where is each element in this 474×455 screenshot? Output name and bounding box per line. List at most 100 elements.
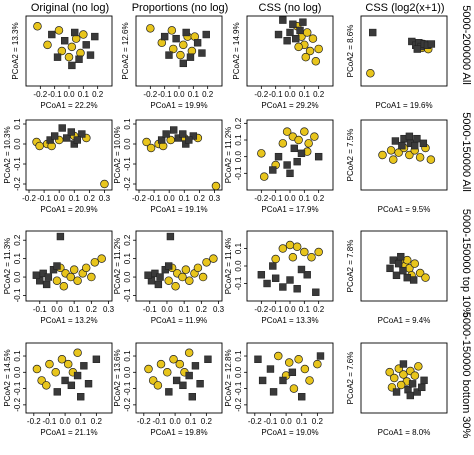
row-title: 5000-150000 All — [460, 112, 472, 192]
scatter-panel: -0.2 -0.1 0.0 0.1 0.2 0.30.10.0-0.1-0.2PCoA1 … — [3, 118, 113, 214]
x-tick-label: 0.0 — [173, 90, 185, 99]
data-point-square — [189, 132, 198, 140]
data-point-square — [165, 51, 173, 59]
data-point-circle — [178, 272, 187, 282]
data-point-circle — [51, 368, 60, 377]
x-tick-label: -0.1 — [269, 194, 283, 203]
x-tick-label: 0.2 — [312, 417, 324, 426]
data-point-square — [50, 132, 59, 140]
data-point-circle — [167, 26, 177, 35]
data-point-circle — [300, 127, 309, 136]
data-point-circle — [153, 381, 163, 390]
y-axis-label: PCoA2 = 11.2% — [113, 238, 122, 295]
x-tick-label: -0.2 — [248, 417, 262, 426]
data-point-circle — [202, 258, 211, 267]
data-point-square — [413, 45, 421, 53]
data-point-square — [86, 51, 95, 59]
data-point-circle — [57, 46, 67, 56]
x-tick-label: 0.0 — [170, 417, 182, 426]
data-point-circle — [181, 265, 191, 274]
y-axis-label: PCoA2 = 13.6% — [113, 349, 122, 406]
data-point-circle — [59, 282, 69, 291]
data-point-circle — [294, 355, 303, 364]
y-axis-label: PCoA2 = 8.6% — [346, 25, 355, 78]
row-title: 5000-150000 top 10% — [460, 209, 472, 317]
data-point-circle — [305, 46, 315, 56]
y-axis-label: PCoA2 = 11.3% — [3, 238, 12, 295]
scatter-panel: -0.1 0.0 0.1 0.2 0.3 0.2 0.1 0.0 -0.1 PCoA1 = 11.… — [113, 230, 225, 325]
x-tick-label: -0.1 — [33, 305, 47, 314]
data-point-square — [44, 273, 53, 281]
data-point-circle — [402, 255, 412, 265]
y-tick-label: 0.0 — [13, 138, 22, 150]
data-point-square — [179, 381, 187, 390]
data-point-square — [63, 134, 71, 142]
panel-frame — [25, 230, 113, 302]
y-axis-label: PCoA2 = 12.6% — [121, 22, 130, 79]
data-point-square — [286, 276, 294, 284]
x-tick-label: 0.2 — [92, 90, 104, 99]
data-point-square — [269, 262, 277, 270]
data-point-circle — [169, 355, 178, 364]
x-tick-label: -0.1 — [269, 90, 283, 99]
data-point-circle — [378, 150, 387, 160]
x-tick-label: 0.1 — [185, 417, 197, 426]
data-point-circle — [66, 272, 75, 282]
data-point-square — [71, 28, 79, 37]
data-point-square — [274, 152, 283, 161]
x-tick-label: 0.0 — [284, 305, 296, 314]
y-axis-label: PCoA2 = 7.8% — [346, 240, 355, 293]
x-axis-label: PCoA1 = 17.9% — [261, 205, 318, 214]
data-point-square — [312, 288, 320, 296]
x-tick-label: -0.1 — [48, 90, 62, 99]
y-tick-label: -0.2 — [13, 397, 22, 411]
data-point-circle — [385, 367, 394, 377]
x-axis-label: PCoA1 = 19.0% — [261, 428, 318, 437]
data-point-circle — [390, 373, 399, 383]
data-point-circle — [282, 127, 292, 136]
data-point-circle — [304, 139, 313, 148]
y-axis-label: PCoA2 = 7.5% — [346, 129, 355, 182]
panel-frame — [360, 119, 448, 191]
data-point-circle — [421, 273, 430, 282]
data-point-square — [398, 141, 406, 150]
y-tick-label: 0.1 — [13, 118, 22, 130]
data-point-circle — [67, 42, 77, 52]
data-point-square — [185, 371, 193, 380]
data-point-square — [392, 271, 401, 280]
y-tick-label: 0.0 — [234, 151, 243, 163]
data-point-square — [160, 32, 169, 41]
data-point-circle — [278, 244, 288, 253]
x-tick-label: 0.0 — [284, 90, 296, 99]
data-point-square — [162, 130, 170, 138]
x-tick-label: 0.2 — [86, 305, 98, 314]
data-point-square — [68, 61, 76, 70]
data-point-circle — [45, 359, 54, 369]
data-point-square — [157, 136, 166, 144]
y-tick-label: 0.2 — [234, 117, 243, 129]
x-axis-label: PCoA1 = 19.9% — [150, 101, 207, 110]
x-tick-label: -0.2 — [254, 90, 268, 99]
data-point-circle — [399, 370, 408, 379]
data-point-circle — [164, 276, 173, 285]
data-point-circle — [42, 381, 51, 390]
x-axis-label: PCoA1 = 8.0% — [378, 428, 431, 437]
data-point-circle — [185, 276, 194, 285]
data-point-circle — [209, 254, 218, 263]
scatter-panel: -0.2 -0.1 0.0 0.1 0.2 PCoA1 = 19.9% PCoA2 = 12… — [121, 15, 223, 110]
x-axis-label: PCoA1 = 20.9% — [40, 205, 97, 214]
data-point-square — [198, 49, 206, 57]
panel-frame — [135, 119, 223, 191]
data-point-square — [46, 136, 54, 144]
data-point-square — [271, 274, 280, 282]
x-tick-label: 0.3 — [213, 305, 225, 314]
data-point-square — [254, 355, 262, 363]
data-point-square — [274, 30, 283, 39]
row-title: 5000-200000 All — [460, 5, 472, 85]
data-point-square — [411, 141, 419, 150]
data-point-square — [420, 376, 428, 385]
y-tick-label: -0.1 — [123, 381, 132, 395]
x-axis-label: PCoA1 = 21.1% — [40, 428, 97, 437]
